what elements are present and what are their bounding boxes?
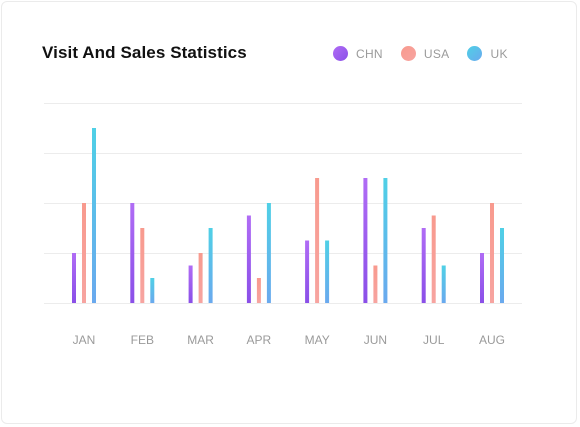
legend-item-chn[interactable]: CHN bbox=[333, 46, 383, 61]
bar-chn-jan[interactable] bbox=[72, 253, 76, 303]
x-tick-label: APR bbox=[247, 333, 272, 347]
bar-uk-jul[interactable] bbox=[441, 265, 446, 304]
x-tick-label: JUL bbox=[423, 333, 445, 347]
bar-usa-apr[interactable] bbox=[256, 278, 261, 303]
chart-title: Visit And Sales Statistics bbox=[42, 43, 247, 62]
x-tick-label: JAN bbox=[73, 333, 96, 347]
legend-label-chn: CHN bbox=[356, 46, 383, 61]
legend-dot-chn-icon bbox=[333, 46, 348, 61]
bar-chn-mar[interactable] bbox=[188, 265, 193, 304]
bar-usa-jul[interactable] bbox=[431, 215, 436, 304]
bar-chn-aug[interactable] bbox=[480, 253, 484, 303]
bar-uk-mar[interactable] bbox=[208, 228, 213, 303]
bar-uk-may[interactable] bbox=[325, 240, 330, 304]
chart-legend: CHN USA UK bbox=[333, 46, 526, 61]
legend-item-usa[interactable]: USA bbox=[400, 46, 450, 61]
bar-uk-apr[interactable] bbox=[266, 203, 271, 303]
legend-label-uk: UK bbox=[490, 46, 508, 61]
x-tick-label: FEB bbox=[131, 333, 154, 347]
bar-series bbox=[72, 128, 504, 303]
bar-usa-jun[interactable] bbox=[373, 265, 378, 304]
bar-uk-aug[interactable] bbox=[500, 228, 504, 303]
legend-dot-uk-icon bbox=[467, 46, 483, 61]
x-tick-label: MAY bbox=[305, 333, 330, 347]
bar-usa-jan[interactable] bbox=[82, 203, 86, 303]
bar-uk-feb[interactable] bbox=[150, 278, 155, 303]
bar-uk-jan[interactable] bbox=[92, 128, 96, 303]
legend-dot-usa-icon bbox=[400, 46, 416, 61]
bar-usa-feb[interactable] bbox=[140, 228, 145, 303]
bar-uk-jun[interactable] bbox=[383, 178, 388, 303]
bar-usa-aug[interactable] bbox=[490, 203, 494, 303]
bar-chn-may[interactable] bbox=[305, 240, 310, 304]
x-tick-label: JUN bbox=[364, 333, 387, 347]
bar-usa-may[interactable] bbox=[315, 178, 320, 303]
x-axis-ticks: JAN FEB MAR APR MAY JUN JUL AUG bbox=[73, 333, 505, 347]
bar-chn-jun[interactable] bbox=[363, 178, 368, 303]
bar-chn-apr[interactable] bbox=[246, 215, 251, 304]
legend-item-uk[interactable]: UK bbox=[467, 46, 507, 61]
bar-usa-mar[interactable] bbox=[198, 253, 203, 303]
grid-lines bbox=[44, 103, 522, 304]
legend-label-usa: USA bbox=[423, 46, 450, 61]
x-tick-label: AUG bbox=[479, 333, 505, 347]
bar-chn-jul[interactable] bbox=[421, 228, 426, 303]
x-tick-label: MAR bbox=[187, 333, 214, 347]
bar-chn-feb[interactable] bbox=[130, 203, 135, 303]
